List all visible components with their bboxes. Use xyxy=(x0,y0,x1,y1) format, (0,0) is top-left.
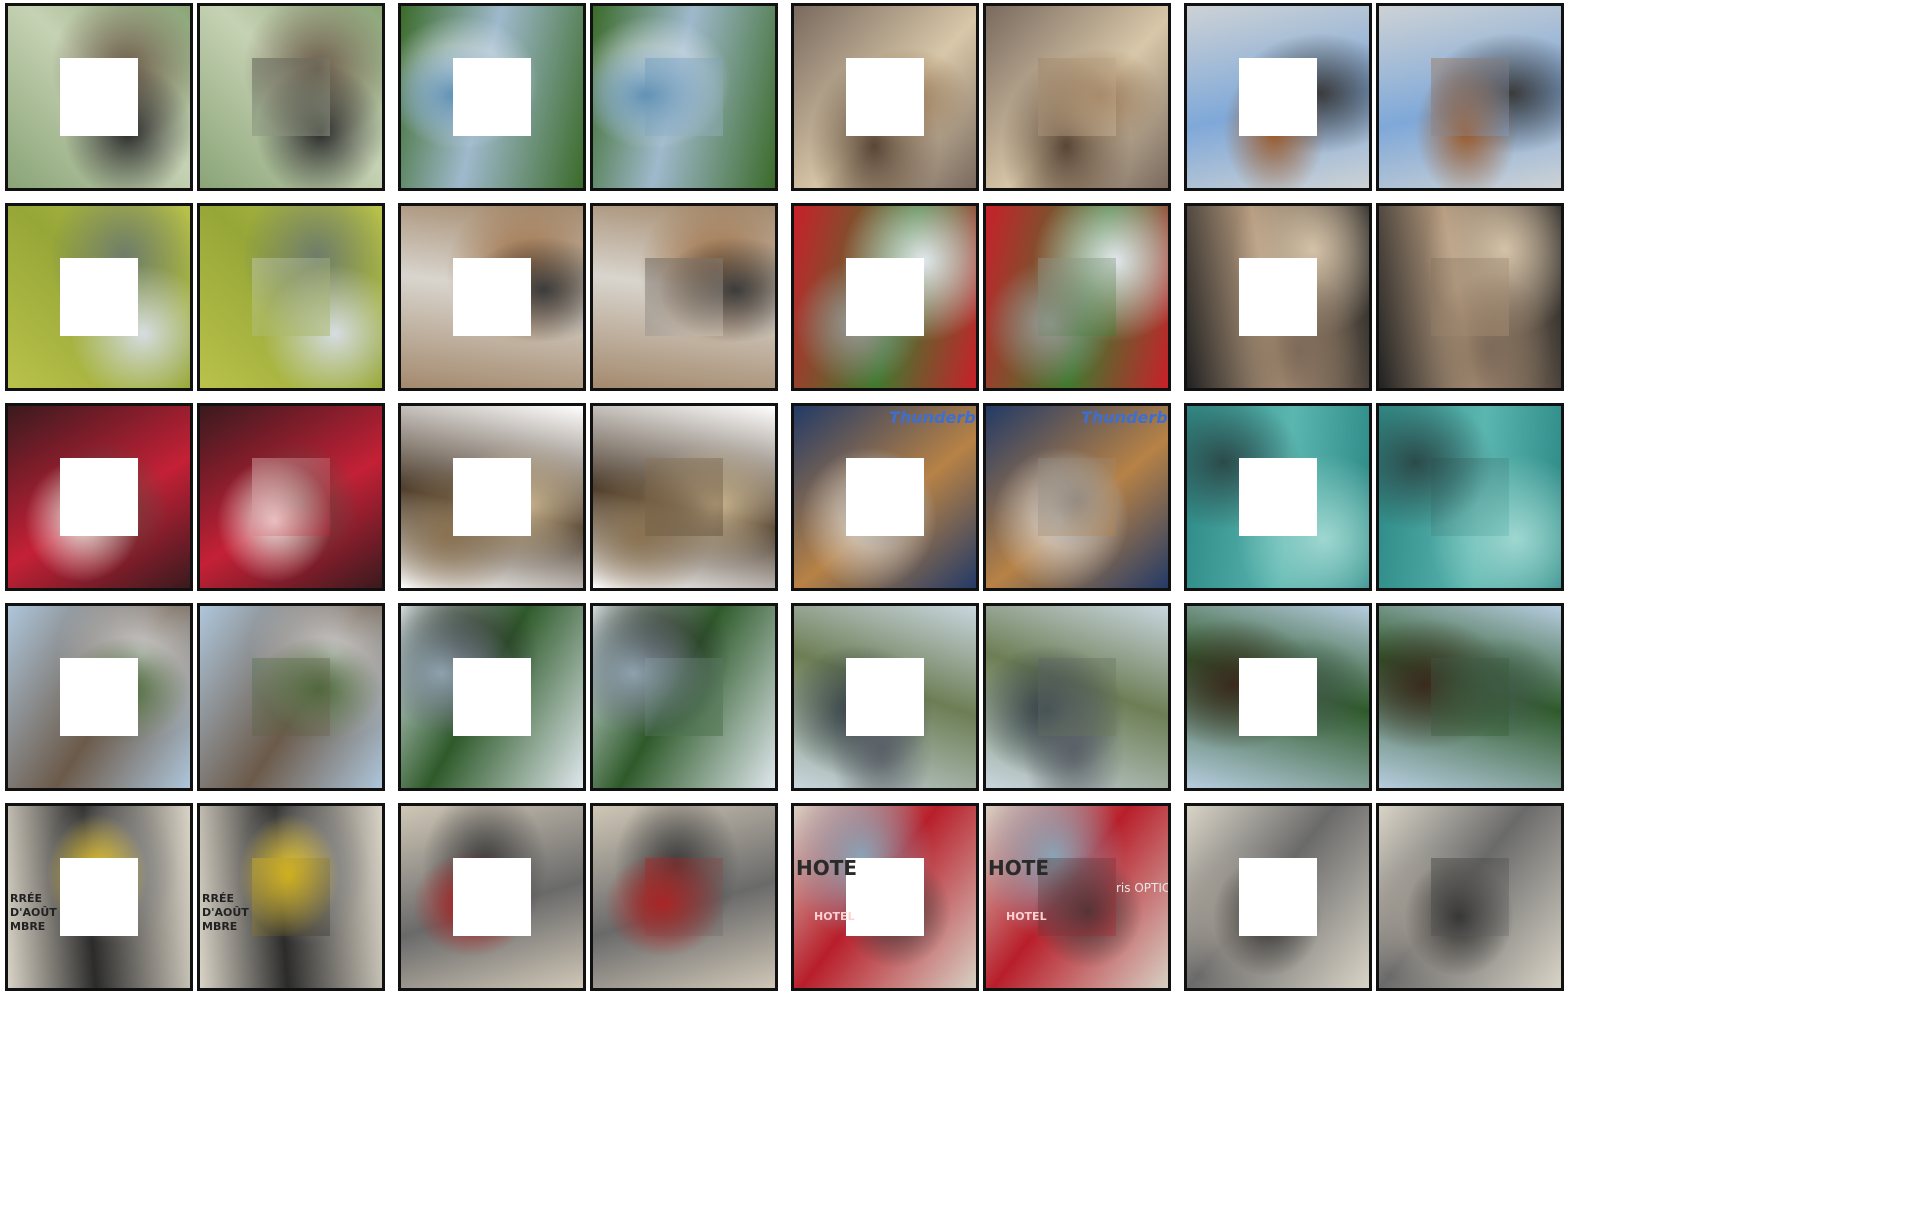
inpainted-result-photo-red-lightship-by-road xyxy=(983,203,1171,391)
filled-region xyxy=(644,857,724,937)
filled-region xyxy=(1037,57,1117,137)
masked-input-photo-junco-on-log xyxy=(398,203,586,391)
inpainted-result-photo-stork-on-gravel xyxy=(1376,203,1564,391)
mask-hole xyxy=(59,257,139,337)
filled-region xyxy=(251,457,331,537)
mask-hole xyxy=(452,457,532,537)
mask-hole xyxy=(1238,857,1318,937)
mask-hole xyxy=(1238,257,1318,337)
inpainted-result-photo-arched-shopfront xyxy=(590,803,778,991)
filled-region xyxy=(1430,857,1510,937)
filled-region xyxy=(1037,457,1117,537)
inpainted-result-photo-stone-facade-with-fence xyxy=(1376,803,1564,991)
filled-region xyxy=(1430,457,1510,537)
filled-region xyxy=(1430,257,1510,337)
filled-region xyxy=(1430,57,1510,137)
masked-input-photo-fish-underwater xyxy=(1184,403,1372,591)
filled-region xyxy=(251,257,331,337)
inpainted-result-photo-river-with-tree-trunk xyxy=(1376,603,1564,791)
signage-text: ris OPTIC xyxy=(1116,881,1171,895)
masked-input-photo-spotted-dog-on-grass xyxy=(5,203,193,391)
masked-input-photo-blue-sock-by-door xyxy=(1184,3,1372,191)
masked-input-photo-chickadee-on-branch xyxy=(5,3,193,191)
masked-input-photo-hotel-with-optic-shop: HOTE HOTEL xyxy=(791,803,979,991)
inpainted-result-photo-junco-on-log xyxy=(590,203,778,391)
masked-input-photo-crab-on-white xyxy=(398,403,586,591)
filled-region xyxy=(251,857,331,937)
signage-text: D'AOÛT xyxy=(10,906,57,919)
mask-hole xyxy=(1238,657,1318,737)
signage-text: RRÉE xyxy=(202,892,234,905)
inpainted-result-photo-fish-underwater xyxy=(1376,403,1564,591)
mask-hole xyxy=(59,457,139,537)
masked-input-photo-dog-on-sweatshirt: Thunderbirds xyxy=(791,403,979,591)
inpainted-result-photo-dog-on-sweatshirt: Thunderbirds xyxy=(983,403,1171,591)
mask-hole xyxy=(845,57,925,137)
filled-region xyxy=(1037,657,1117,737)
mask-hole xyxy=(452,257,532,337)
mask-hole xyxy=(452,57,532,137)
inpainted-result-photo-hotel-with-optic-shop: HOTE ris OPTIC HOTEL xyxy=(983,803,1171,991)
masked-input-photo-stork-on-gravel xyxy=(1184,203,1372,391)
masked-input-photo-sailboat-on-lake xyxy=(398,3,586,191)
signage-text: MBRE xyxy=(10,920,46,933)
inpainted-result-photo-girl-in-floral-dress xyxy=(197,403,385,591)
masked-input-photo-river-with-tree-trunk xyxy=(1184,603,1372,791)
masked-input-photo-lamp-post-by-river xyxy=(398,603,586,791)
inpainted-result-photo-chickadee-on-branch xyxy=(197,3,385,191)
inpainted-result-photo-crab-on-white xyxy=(590,403,778,591)
masked-input-photo-arched-shopfront xyxy=(398,803,586,991)
filled-region xyxy=(1430,657,1510,737)
mask-hole xyxy=(452,657,532,737)
mask-hole xyxy=(452,857,532,937)
mask-hole xyxy=(1238,57,1318,137)
mask-hole xyxy=(845,857,925,937)
inpainted-result-photo-street-tower-with-railing xyxy=(197,603,385,791)
signage-text: RRÉE xyxy=(10,892,42,905)
filled-region xyxy=(644,57,724,137)
mask-hole xyxy=(59,57,139,137)
inpainted-result-photo-spotted-dog-on-grass xyxy=(197,203,385,391)
masked-input-photo-red-lightship-by-road xyxy=(791,203,979,391)
mask-hole xyxy=(845,257,925,337)
mask-hole xyxy=(1238,457,1318,537)
mask-hole xyxy=(845,657,925,737)
inpainted-result-photo-lamp-post-by-river xyxy=(590,603,778,791)
masked-input-photo-trees-and-plaza xyxy=(791,603,979,791)
signage-text: Thunderbirds xyxy=(1081,408,1171,427)
filled-region xyxy=(251,57,331,137)
inpainted-result-photo-building-facade-with-sign: RRÉE D'AOÛT MBRE xyxy=(197,803,385,991)
filled-region xyxy=(1037,857,1117,937)
masked-input-photo-nursery-room-with-teddy xyxy=(791,3,979,191)
masked-input-photo-building-facade-with-sign: RRÉE D'AOÛT MBRE xyxy=(5,803,193,991)
signage-text: Thunderbirds xyxy=(889,408,979,427)
mask-hole xyxy=(845,457,925,537)
masked-input-photo-street-tower-with-railing xyxy=(5,603,193,791)
mask-hole xyxy=(59,857,139,937)
signage-text: MBRE xyxy=(202,920,238,933)
masked-input-photo-stone-facade-with-fence xyxy=(1184,803,1372,991)
inpainted-result-photo-trees-and-plaza xyxy=(983,603,1171,791)
inpainted-result-photo-nursery-room-with-teddy xyxy=(983,3,1171,191)
filled-region xyxy=(644,257,724,337)
filled-region xyxy=(644,657,724,737)
inpainted-result-photo-sailboat-on-lake xyxy=(590,3,778,191)
filled-region xyxy=(1037,257,1117,337)
inpainted-result-photo-blue-sock-by-door xyxy=(1376,3,1564,191)
filled-region xyxy=(644,457,724,537)
mask-hole xyxy=(59,657,139,737)
filled-region xyxy=(251,657,331,737)
masked-input-photo-girl-in-floral-dress xyxy=(5,403,193,591)
signage-text: D'AOÛT xyxy=(202,906,249,919)
